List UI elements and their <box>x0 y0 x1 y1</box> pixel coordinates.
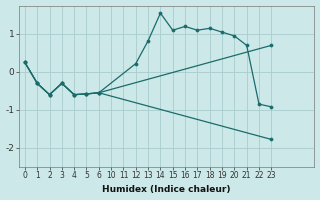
X-axis label: Humidex (Indice chaleur): Humidex (Indice chaleur) <box>102 185 231 194</box>
